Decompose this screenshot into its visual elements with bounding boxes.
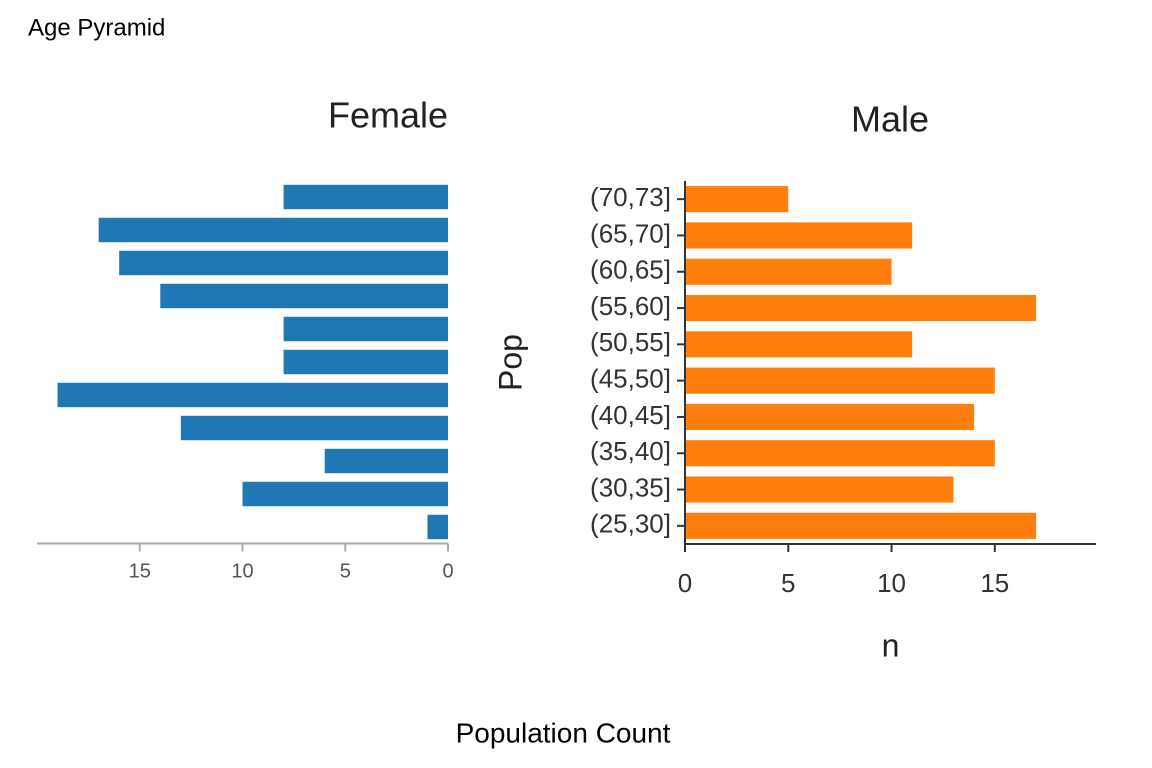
y-tick-label: (65,70]	[590, 218, 671, 248]
x-tick-label: 5	[781, 568, 795, 598]
bar	[242, 481, 448, 507]
bar	[283, 316, 448, 342]
bar	[685, 403, 975, 431]
page-title: Age Pyramid	[28, 14, 165, 41]
x-tick-label: 10	[231, 560, 253, 582]
bar	[685, 294, 1037, 322]
y-tick-label: (45,50]	[590, 364, 671, 394]
bar	[685, 186, 789, 213]
y-tick-label: (30,35]	[590, 472, 671, 502]
panel-title: Female	[328, 95, 448, 136]
y-tick-label: (55,60]	[590, 291, 671, 321]
x-tick-label: 0	[678, 568, 692, 598]
bar	[685, 222, 913, 249]
x-tick-label: 10	[877, 568, 906, 598]
y-tick-label: (50,55]	[590, 327, 671, 357]
y-axis-label: Pop	[492, 334, 528, 391]
x-axis-label: n	[882, 627, 900, 663]
bar	[180, 415, 448, 441]
bar	[685, 258, 892, 285]
x-tick-label: 15	[129, 560, 151, 582]
y-tick-label: (70,73]	[590, 182, 671, 212]
bar	[283, 184, 448, 210]
y-tick-label: (40,45]	[590, 400, 671, 430]
bar	[685, 440, 995, 467]
bar	[685, 331, 913, 358]
bar	[324, 448, 448, 474]
bar	[685, 476, 954, 503]
bar	[283, 349, 448, 375]
bar	[57, 382, 449, 408]
y-tick-label: (60,65]	[590, 255, 671, 285]
x-tick-label: 5	[340, 560, 351, 582]
bar	[160, 283, 449, 309]
caption: Population Count	[456, 717, 671, 748]
x-tick-label: 15	[980, 568, 1009, 598]
bar	[427, 514, 448, 540]
y-tick-label: (35,40]	[590, 436, 671, 466]
bar	[119, 250, 448, 276]
bar	[685, 367, 995, 394]
y-tick-label: (25,30]	[590, 509, 671, 539]
panel-title: Male	[851, 99, 929, 140]
x-tick-label: 0	[442, 560, 453, 582]
bar	[685, 512, 1037, 539]
bar	[98, 217, 449, 243]
